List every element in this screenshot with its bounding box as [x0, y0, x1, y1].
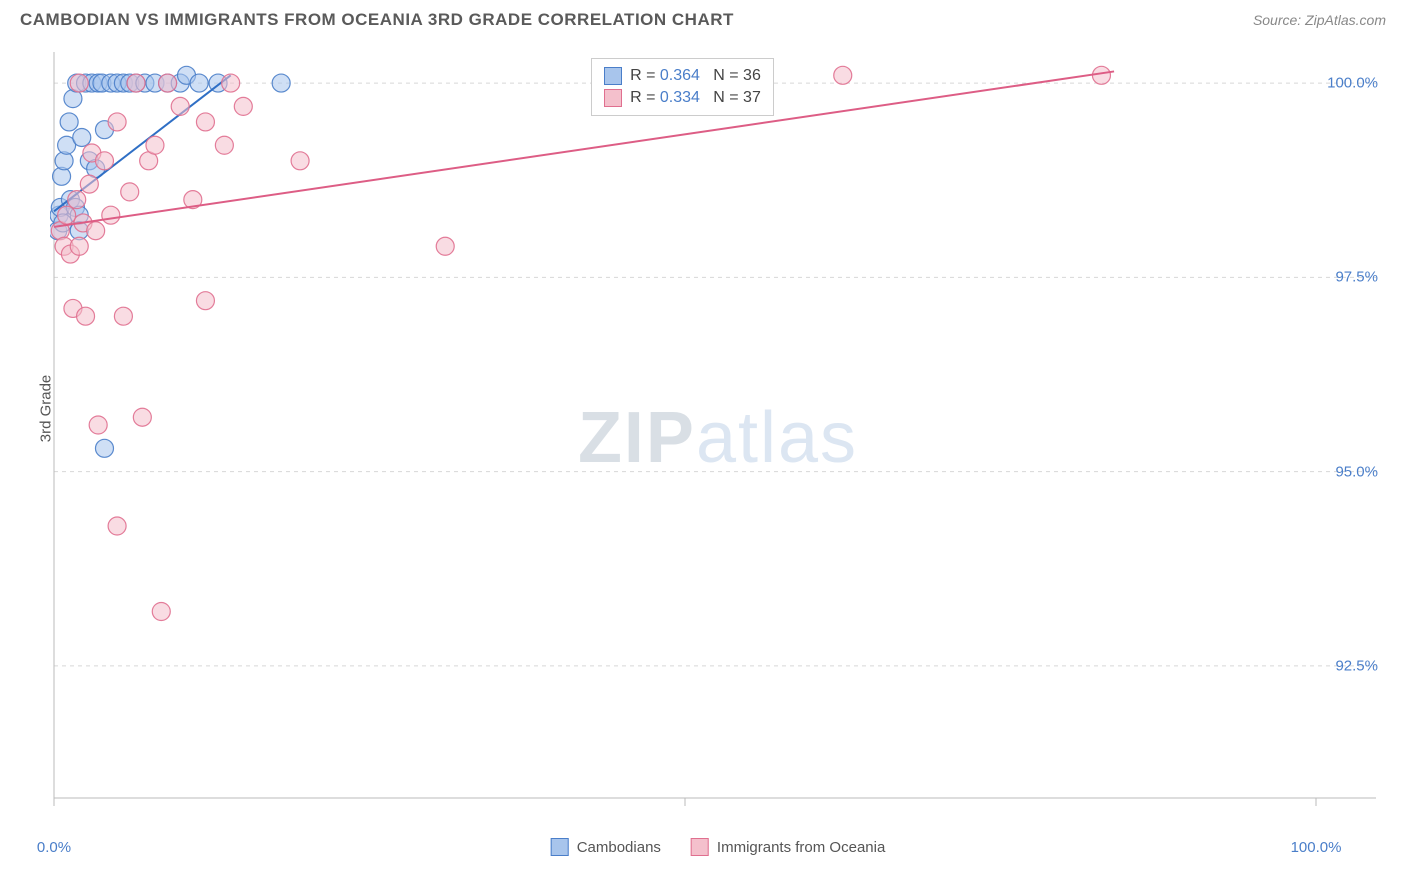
- data-point: [95, 152, 113, 170]
- legend-item: Cambodians: [551, 838, 661, 856]
- data-point: [190, 74, 208, 92]
- chart-title: CAMBODIAN VS IMMIGRANTS FROM OCEANIA 3RD…: [20, 10, 734, 30]
- data-point: [152, 603, 170, 621]
- y-tick-label: 100.0%: [1327, 75, 1378, 92]
- data-point: [291, 152, 309, 170]
- data-point: [133, 408, 151, 426]
- data-point: [70, 74, 88, 92]
- stat-text: R = 0.334 N = 37: [630, 89, 761, 107]
- data-point: [222, 74, 240, 92]
- y-tick-label: 92.5%: [1335, 657, 1378, 674]
- legend-swatch: [551, 838, 569, 856]
- data-point: [58, 206, 76, 224]
- data-point: [121, 183, 139, 201]
- data-point: [87, 222, 105, 240]
- data-point: [108, 517, 126, 535]
- data-point: [436, 237, 454, 255]
- data-point: [60, 113, 78, 131]
- legend-item: Immigrants from Oceania: [691, 838, 885, 856]
- correlation-stats-box: R = 0.364 N = 36 R = 0.334 N = 37: [591, 58, 774, 116]
- data-point: [80, 175, 98, 193]
- stat-text: R = 0.364 N = 36: [630, 67, 761, 85]
- y-tick-label: 95.0%: [1335, 463, 1378, 480]
- bottom-legend: Cambodians Immigrants from Oceania: [551, 838, 886, 856]
- legend-swatch: [604, 89, 622, 107]
- data-point: [102, 206, 120, 224]
- header: CAMBODIAN VS IMMIGRANTS FROM OCEANIA 3RD…: [0, 0, 1406, 35]
- data-point: [114, 307, 132, 325]
- legend-swatch: [604, 67, 622, 85]
- data-point: [196, 292, 214, 310]
- data-point: [215, 136, 233, 154]
- scatter-plot: [50, 48, 1386, 828]
- source-attribution: Source: ZipAtlas.com: [1253, 12, 1386, 28]
- y-tick-label: 97.5%: [1335, 269, 1378, 286]
- x-tick-label: 0.0%: [37, 839, 71, 856]
- data-point: [95, 439, 113, 457]
- data-point: [171, 97, 189, 115]
- stat-row: R = 0.334 N = 37: [604, 87, 761, 109]
- legend-label: Immigrants from Oceania: [717, 839, 885, 856]
- data-point: [234, 97, 252, 115]
- legend-label: Cambodians: [577, 839, 661, 856]
- data-point: [146, 136, 164, 154]
- stat-row: R = 0.364 N = 36: [604, 65, 761, 87]
- regression-line: [54, 71, 1114, 226]
- data-point: [73, 128, 91, 146]
- legend-swatch: [691, 838, 709, 856]
- data-point: [77, 307, 95, 325]
- data-point: [834, 66, 852, 84]
- data-point: [108, 113, 126, 131]
- chart-container: ZIPatlas R = 0.364 N = 36R = 0.334 N = 3…: [50, 48, 1386, 828]
- data-point: [1092, 66, 1110, 84]
- data-point: [159, 74, 177, 92]
- data-point: [70, 237, 88, 255]
- data-point: [89, 416, 107, 434]
- data-point: [272, 74, 290, 92]
- data-point: [196, 113, 214, 131]
- data-point: [127, 74, 145, 92]
- data-point: [68, 191, 86, 209]
- x-tick-label: 100.0%: [1291, 839, 1342, 856]
